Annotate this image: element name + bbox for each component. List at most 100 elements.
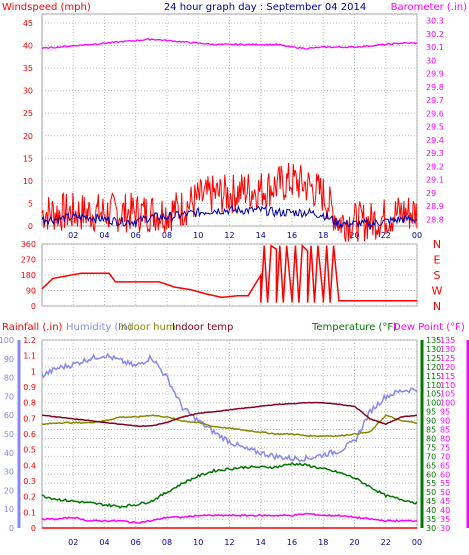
humidity-tick-label: 20 bbox=[4, 486, 14, 495]
x-tick-label: 14 bbox=[256, 231, 266, 240]
windspeed-tick-label: 5 bbox=[28, 199, 33, 208]
barometer-tick-label: 29.2 bbox=[426, 162, 444, 171]
barometer-tick-label: 29.4 bbox=[426, 136, 444, 145]
barometer-line bbox=[41, 38, 418, 50]
temperature-tick-label: 130 bbox=[440, 345, 455, 354]
direction-tick-label: 0 bbox=[31, 302, 36, 311]
series-line-humidity bbox=[41, 352, 418, 463]
humidity-temperature-panel: 010203040506070809010000.10.20.30.40.50.… bbox=[0, 336, 469, 547]
temperature-tick-label: 95 bbox=[440, 408, 450, 417]
x-tick-label: 06 bbox=[131, 231, 141, 240]
temperature-green-tick-label: 130 bbox=[426, 345, 441, 354]
barometer-tick-label: 29.5 bbox=[426, 123, 444, 132]
temperature-green-tick-label: 75 bbox=[426, 443, 436, 452]
temperature-tick-label: 40 bbox=[440, 506, 450, 515]
barometer-tick-label: 28.8 bbox=[426, 215, 444, 224]
temperature-green-tick-label: 40 bbox=[426, 506, 436, 515]
rain-tick-label: 0.9 bbox=[23, 383, 36, 392]
x-tick-label: 22 bbox=[381, 538, 391, 547]
temperature-green-tick-label: 90 bbox=[426, 417, 436, 426]
barometer-tick-label: 28.9 bbox=[426, 202, 444, 211]
barometer-tick-label: 29.6 bbox=[426, 109, 444, 118]
barometer-tick-label: 29 bbox=[426, 189, 436, 198]
windspeed-tick-label: 10 bbox=[23, 177, 33, 186]
x-tick-label: 02 bbox=[68, 231, 78, 240]
temperature-green-tick-label: 55 bbox=[426, 479, 436, 488]
temperature-tick-label: 125 bbox=[440, 354, 455, 363]
temperature-green-tick-label: 65 bbox=[426, 461, 436, 470]
left-axis-label-windspeed: Windspeed (mph) bbox=[2, 2, 91, 13]
temperature-tick-label: 100 bbox=[440, 399, 455, 408]
chart-title: 24 hour graph day : September 04 2014 bbox=[164, 2, 366, 13]
direction-tick-label: 180 bbox=[21, 271, 36, 280]
windspeed-barometer-panel: 0 5 10 15 20 25 30 35 40 45 28.8 28.9 29 29.1 29.2 29.3… bbox=[23, 13, 444, 242]
rain-tick-label: 0.1 bbox=[23, 508, 36, 517]
humidity-tick-label: 80 bbox=[4, 374, 14, 383]
humidity-tick-label: 50 bbox=[4, 430, 14, 439]
temperature-tick-label: 115 bbox=[440, 372, 455, 381]
rain-tick-label: 0.2 bbox=[23, 493, 36, 502]
rain-tick-label: 0.8 bbox=[23, 399, 36, 408]
humidity-tick-label: 100 bbox=[0, 336, 14, 345]
x-tick-label: 10 bbox=[193, 231, 203, 240]
x-tick-label: 20 bbox=[349, 231, 359, 240]
x-tick-label: 08 bbox=[162, 538, 172, 547]
barometer-tick-label: 29.7 bbox=[426, 96, 444, 105]
windspeed-tick-label: 25 bbox=[23, 109, 33, 118]
windspeed-tick-label: 30 bbox=[23, 87, 33, 96]
legend-indoor-temp: Indoor temp bbox=[172, 322, 233, 333]
x-tick-label: 12 bbox=[224, 538, 234, 547]
temperature-green-tick-label: 100 bbox=[426, 399, 441, 408]
barometer-tick-label: 29.1 bbox=[426, 176, 444, 185]
direction-tick-label: 270 bbox=[21, 256, 36, 265]
x-tick-label: 16 bbox=[287, 538, 297, 547]
rain-tick-label: 0.7 bbox=[23, 414, 36, 423]
x-tick-label: 00 bbox=[412, 538, 422, 547]
humidity-tick-label: 60 bbox=[4, 411, 14, 420]
temperature-green-tick-label: 35 bbox=[426, 515, 436, 524]
barometer-tick-label: 29.8 bbox=[426, 83, 444, 92]
temperature-tick-label: 35 bbox=[440, 515, 450, 524]
humidity-tick-label: 90 bbox=[4, 355, 14, 364]
barometer-tick-label: 30.1 bbox=[426, 43, 444, 52]
x-tick-label: 12 bbox=[224, 231, 234, 240]
temperature-green-tick-label: 50 bbox=[426, 488, 436, 497]
temperature-tick-label: 75 bbox=[440, 443, 450, 452]
x-tick-label: 14 bbox=[256, 538, 266, 547]
rain-tick-label: 0.6 bbox=[23, 430, 36, 439]
legend-temperature: Temperature (°F) bbox=[311, 322, 397, 333]
humidity-tick-label: 10 bbox=[4, 505, 14, 514]
temperature-green-tick-label: 70 bbox=[426, 452, 436, 461]
wind-direction-line bbox=[41, 244, 417, 303]
temperature-tick-label: 105 bbox=[440, 390, 455, 399]
wind-direction-panel: 0 N 90 W 180 S 270 E 360 N bbox=[21, 238, 443, 313]
right-axis-label-barometer: Barometer (.in) bbox=[391, 2, 467, 13]
windspeed-tick-label: 15 bbox=[23, 154, 33, 163]
windspeed-tick-label: 35 bbox=[23, 64, 33, 73]
legend-dew-point: Dew Point (°F) bbox=[393, 322, 465, 333]
rain-tick-label: 1 bbox=[31, 367, 36, 376]
temperature-green-tick-label: 115 bbox=[426, 372, 441, 381]
temperature-green-tick-label: 120 bbox=[426, 363, 441, 372]
barometer-tick-label: 29.9 bbox=[426, 70, 444, 79]
barometer-tick-label: 30.2 bbox=[426, 30, 444, 39]
humidity-tick-label: 40 bbox=[4, 449, 14, 458]
series-line-indoor-temp bbox=[41, 401, 417, 427]
temperature-green-tick-label: 45 bbox=[426, 497, 436, 506]
barometer-tick-label: 29.3 bbox=[426, 149, 444, 158]
temperature-tick-label: 70 bbox=[440, 452, 450, 461]
temperature-green-tick-label: 85 bbox=[426, 426, 436, 435]
x-tick-label: 10 bbox=[193, 538, 203, 547]
temperature-green-tick-label: 60 bbox=[426, 470, 436, 479]
temperature-green-tick-label: 30 bbox=[426, 524, 436, 533]
compass-label: N bbox=[433, 300, 441, 313]
compass-label: E bbox=[434, 254, 441, 267]
windspeed-avg-line bbox=[41, 204, 418, 230]
temperature-tick-label: 120 bbox=[440, 363, 455, 372]
temperature-tick-label: 60 bbox=[440, 470, 450, 479]
compass-label: N bbox=[433, 238, 441, 251]
compass-label: S bbox=[434, 269, 441, 282]
direction-tick-label: 360 bbox=[21, 240, 36, 249]
x-tick-label: 02 bbox=[68, 538, 78, 547]
